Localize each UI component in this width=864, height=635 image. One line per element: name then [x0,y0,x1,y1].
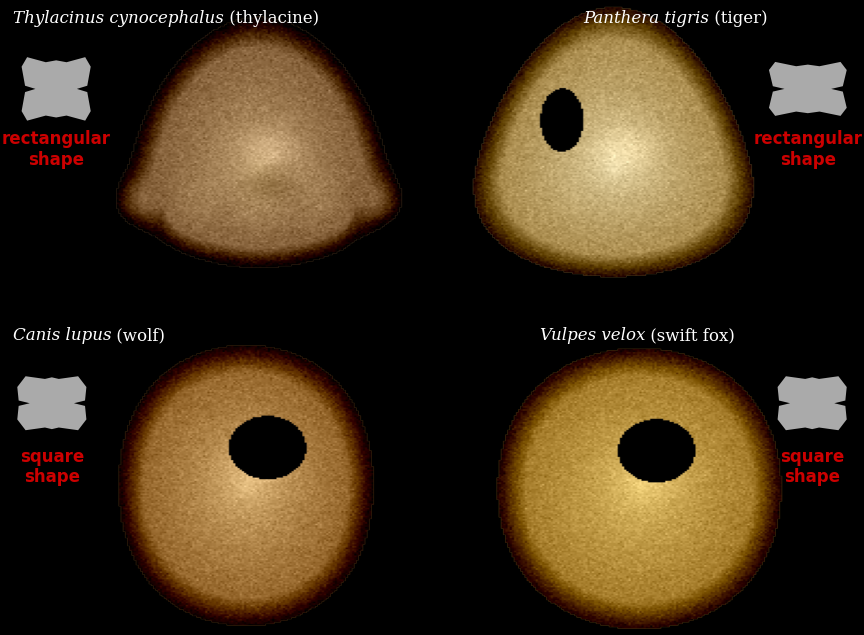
Text: square
shape: square shape [780,448,844,486]
Text: (wolf): (wolf) [111,327,166,344]
Text: (swift fox): (swift fox) [645,327,735,344]
Text: Thylacinus cynocephalus: Thylacinus cynocephalus [13,10,224,27]
Polygon shape [17,376,86,431]
Polygon shape [22,57,91,121]
Text: Vulpes velox: Vulpes velox [540,327,645,344]
Text: (tiger): (tiger) [709,10,768,27]
Text: square
shape: square shape [20,448,84,486]
Polygon shape [769,62,847,116]
Text: Panthera tigris: Panthera tigris [583,10,709,27]
Text: (thylacine): (thylacine) [224,10,319,27]
Text: rectangular
shape: rectangular shape [753,130,862,169]
Text: Canis lupus: Canis lupus [13,327,111,344]
Text: rectangular
shape: rectangular shape [2,130,111,169]
Polygon shape [778,376,847,431]
